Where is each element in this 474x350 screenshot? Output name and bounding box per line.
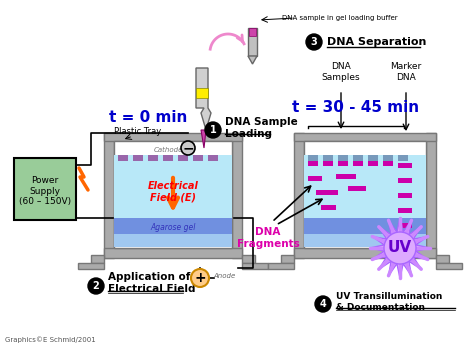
- Polygon shape: [436, 263, 462, 269]
- Polygon shape: [114, 234, 232, 247]
- Polygon shape: [232, 133, 242, 258]
- Circle shape: [191, 269, 209, 287]
- Polygon shape: [383, 155, 393, 161]
- Polygon shape: [304, 218, 426, 234]
- Polygon shape: [398, 223, 412, 228]
- Polygon shape: [201, 130, 206, 148]
- Text: Power
Supply
(60 – 150V): Power Supply (60 – 150V): [19, 176, 71, 206]
- Polygon shape: [338, 155, 348, 161]
- Polygon shape: [196, 68, 211, 130]
- Text: t = 0 min: t = 0 min: [109, 111, 187, 126]
- Text: Marker
DNA: Marker DNA: [391, 62, 422, 82]
- Polygon shape: [338, 161, 348, 166]
- Text: Application of
Electrical Field: Application of Electrical Field: [108, 272, 195, 294]
- Polygon shape: [248, 56, 257, 64]
- Text: Plastic Tray: Plastic Tray: [114, 126, 162, 135]
- Circle shape: [205, 122, 221, 138]
- Text: Electrical
Field (E): Electrical Field (E): [147, 181, 199, 203]
- Polygon shape: [163, 155, 173, 161]
- Polygon shape: [308, 161, 318, 166]
- Text: UV: UV: [388, 240, 412, 256]
- Polygon shape: [193, 155, 203, 161]
- Text: Cathode: Cathode: [153, 147, 182, 153]
- Polygon shape: [398, 193, 412, 198]
- Polygon shape: [368, 161, 378, 166]
- Polygon shape: [398, 155, 408, 161]
- Text: DNA sample in gel loading buffer: DNA sample in gel loading buffer: [282, 15, 398, 21]
- Polygon shape: [436, 255, 449, 263]
- Polygon shape: [336, 174, 356, 179]
- Polygon shape: [398, 163, 412, 168]
- Text: +: +: [194, 271, 206, 285]
- Text: DNA Sample
Loading: DNA Sample Loading: [225, 117, 298, 139]
- Polygon shape: [398, 178, 412, 183]
- Polygon shape: [196, 88, 208, 98]
- Polygon shape: [348, 186, 366, 191]
- Text: Anode: Anode: [213, 273, 235, 279]
- Polygon shape: [91, 255, 104, 263]
- Polygon shape: [281, 255, 294, 263]
- Polygon shape: [242, 263, 268, 269]
- Polygon shape: [316, 190, 338, 195]
- Polygon shape: [321, 205, 336, 210]
- Polygon shape: [208, 155, 218, 161]
- Polygon shape: [323, 161, 333, 166]
- Text: 3: 3: [310, 37, 318, 47]
- Polygon shape: [178, 155, 188, 161]
- Polygon shape: [78, 263, 104, 269]
- Circle shape: [384, 232, 416, 264]
- Polygon shape: [242, 255, 255, 263]
- Text: Graphics©E Schmid/2001: Graphics©E Schmid/2001: [5, 337, 96, 343]
- Polygon shape: [148, 155, 158, 161]
- Polygon shape: [294, 133, 304, 258]
- Polygon shape: [383, 161, 393, 166]
- Text: 1: 1: [210, 125, 216, 135]
- Polygon shape: [308, 155, 318, 161]
- Polygon shape: [323, 155, 333, 161]
- Polygon shape: [14, 158, 76, 220]
- Polygon shape: [294, 133, 436, 141]
- Polygon shape: [370, 218, 430, 278]
- Circle shape: [88, 278, 104, 294]
- Polygon shape: [104, 248, 242, 258]
- Polygon shape: [104, 133, 114, 258]
- Polygon shape: [133, 155, 143, 161]
- Circle shape: [306, 34, 322, 50]
- Polygon shape: [294, 248, 436, 258]
- Polygon shape: [104, 133, 242, 141]
- Text: −: −: [182, 141, 194, 155]
- Polygon shape: [249, 28, 256, 36]
- Polygon shape: [304, 141, 426, 248]
- Polygon shape: [248, 28, 257, 56]
- Text: Agarose gel: Agarose gel: [150, 223, 196, 231]
- Text: UV Transillumination
& Documentation: UV Transillumination & Documentation: [336, 292, 442, 312]
- Text: 2: 2: [92, 281, 100, 291]
- Polygon shape: [118, 155, 128, 161]
- Polygon shape: [304, 155, 426, 235]
- Text: DNA
Samples: DNA Samples: [322, 62, 360, 82]
- Polygon shape: [304, 234, 426, 247]
- Polygon shape: [114, 218, 232, 234]
- Text: t = 30 - 45 min: t = 30 - 45 min: [292, 100, 419, 116]
- Polygon shape: [114, 155, 232, 235]
- Polygon shape: [308, 176, 322, 181]
- Polygon shape: [353, 161, 363, 166]
- Polygon shape: [353, 155, 363, 161]
- Text: 4: 4: [319, 299, 327, 309]
- Polygon shape: [268, 263, 294, 269]
- Polygon shape: [114, 141, 232, 248]
- Polygon shape: [368, 155, 378, 161]
- Text: DNA
Fragments: DNA Fragments: [237, 227, 300, 249]
- Circle shape: [181, 141, 195, 155]
- Polygon shape: [426, 133, 436, 258]
- Text: DNA Separation: DNA Separation: [327, 37, 427, 47]
- Circle shape: [315, 296, 331, 312]
- Polygon shape: [398, 208, 412, 213]
